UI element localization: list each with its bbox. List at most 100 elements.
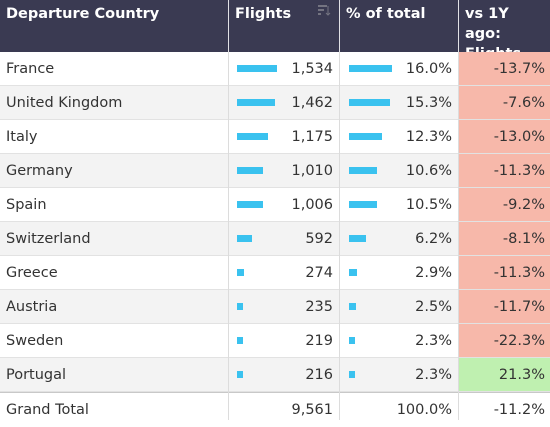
country-cell: Sweden xyxy=(6,333,64,349)
flights-value: 1,006 xyxy=(291,197,333,213)
yoy-cell: -9.2% xyxy=(459,188,550,222)
column-divider xyxy=(339,52,340,420)
flights-bar xyxy=(237,99,275,106)
column-divider xyxy=(458,52,459,420)
flights-cell: 1,010 xyxy=(229,154,339,188)
row-divider xyxy=(0,391,550,392)
pct-bar xyxy=(349,167,377,174)
table-row[interactable]: Germany 1,010 10.6% -11.3% xyxy=(0,154,550,188)
yoy-cell: -13.0% xyxy=(459,120,550,154)
yoy-value: -11.3% xyxy=(493,163,545,179)
pct-bar xyxy=(349,269,357,276)
flights-cell: 274 xyxy=(229,256,339,290)
flights-value: 235 xyxy=(305,299,333,315)
country-cell: Switzerland xyxy=(6,231,91,247)
header-divider xyxy=(458,0,459,52)
row-divider xyxy=(0,357,550,358)
pct-value: 10.5% xyxy=(405,197,452,213)
pct-bar xyxy=(349,65,392,72)
row-divider xyxy=(0,289,550,290)
pct-cell: 2.5% xyxy=(340,290,458,324)
pct-bar xyxy=(349,235,366,242)
table-row[interactable]: Austria 235 2.5% -11.7% xyxy=(0,290,550,324)
flights-cell: 1,006 xyxy=(229,188,339,222)
yoy-cell: 21.3% xyxy=(459,358,550,392)
pct-bar xyxy=(349,99,390,106)
pct-value: 12.3% xyxy=(405,129,452,145)
flights-cell: 235 xyxy=(229,290,339,324)
yoy-cell: -7.6% xyxy=(459,86,550,120)
header-pct-of-total[interactable]: % of total xyxy=(346,6,426,22)
pct-cell: 6.2% xyxy=(340,222,458,256)
table-row[interactable]: Portugal 216 2.3% 21.3% xyxy=(0,358,550,392)
flights-bar xyxy=(237,167,263,174)
pct-value: 10.6% xyxy=(405,163,452,179)
flights-value: 1,010 xyxy=(291,163,333,179)
header-vs-1y-ago[interactable]: vs 1Y ago: Flights xyxy=(465,6,521,62)
flights-bar xyxy=(237,371,243,378)
table-row[interactable]: Switzerland 592 6.2% -8.1% xyxy=(0,222,550,256)
table-row[interactable]: Sweden 219 2.3% -22.3% xyxy=(0,324,550,358)
yoy-value: -8.1% xyxy=(502,231,545,247)
yoy-value: -22.3% xyxy=(493,333,545,349)
flights-bar xyxy=(237,201,263,208)
flights-cell: 1,534 xyxy=(229,52,339,86)
grand-total-yoy: -11.2% xyxy=(493,402,545,418)
country-cell: Greece xyxy=(6,265,58,281)
table-row[interactable]: Italy 1,175 12.3% -13.0% xyxy=(0,120,550,154)
pct-bar xyxy=(349,201,377,208)
country-cell: United Kingdom xyxy=(6,95,123,111)
yoy-cell: -22.3% xyxy=(459,324,550,358)
pct-cell: 10.6% xyxy=(340,154,458,188)
flights-value: 216 xyxy=(305,367,333,383)
pct-bar xyxy=(349,337,355,344)
country-cell: Italy xyxy=(6,129,38,145)
yoy-cell: -11.3% xyxy=(459,256,550,290)
row-divider xyxy=(0,255,550,256)
pct-cell: 10.5% xyxy=(340,188,458,222)
table-row[interactable]: Spain 1,006 10.5% -9.2% xyxy=(0,188,550,222)
pct-cell: 2.3% xyxy=(340,324,458,358)
table-row[interactable]: France 1,534 16.0% -13.7% xyxy=(0,52,550,86)
yoy-value: -9.2% xyxy=(502,197,545,213)
country-cell: Spain xyxy=(6,197,47,213)
row-divider xyxy=(0,187,550,188)
grand-total-row: Grand Total 9,561 100.0% -11.2% xyxy=(0,392,550,427)
country-cell: Germany xyxy=(6,163,73,179)
flights-cell: 1,175 xyxy=(229,120,339,154)
pct-cell: 2.3% xyxy=(340,358,458,392)
flights-cell: 1,462 xyxy=(229,86,339,120)
sort-icon[interactable] xyxy=(317,4,331,16)
pct-bar xyxy=(349,303,356,310)
flights-value: 274 xyxy=(305,265,333,281)
pct-value: 16.0% xyxy=(405,61,452,77)
grand-total-flights-cell: 9,561 xyxy=(229,393,339,427)
yoy-value: -11.3% xyxy=(493,265,545,281)
pct-cell: 16.0% xyxy=(340,52,458,86)
flights-value: 219 xyxy=(305,333,333,349)
pct-value: 6.2% xyxy=(415,231,452,247)
table-header: Departure Country Flights % of total vs … xyxy=(0,0,550,62)
pct-bar xyxy=(349,133,382,140)
header-departure-country[interactable]: Departure Country xyxy=(6,6,160,22)
yoy-cell: -8.1% xyxy=(459,222,550,256)
flights-bar xyxy=(237,235,252,242)
header-divider xyxy=(339,0,340,52)
pct-value: 15.3% xyxy=(405,95,452,111)
country-cell: Austria xyxy=(6,299,58,315)
header-flights[interactable]: Flights xyxy=(229,0,339,52)
yoy-cell: -13.7% xyxy=(459,52,550,86)
country-cell: Portugal xyxy=(6,367,67,383)
grand-total-label: Grand Total xyxy=(6,402,89,418)
pct-cell: 15.3% xyxy=(340,86,458,120)
pct-cell: 12.3% xyxy=(340,120,458,154)
table-row[interactable]: United Kingdom 1,462 15.3% -7.6% xyxy=(0,86,550,120)
yoy-value: -13.0% xyxy=(493,129,545,145)
table-row[interactable]: Greece 274 2.9% -11.3% xyxy=(0,256,550,290)
pct-cell: 2.9% xyxy=(340,256,458,290)
yoy-value: 21.3% xyxy=(498,367,545,383)
row-divider xyxy=(0,221,550,222)
yoy-value: -7.6% xyxy=(502,95,545,111)
pct-value: 2.9% xyxy=(415,265,452,281)
pct-value: 2.3% xyxy=(415,333,452,349)
